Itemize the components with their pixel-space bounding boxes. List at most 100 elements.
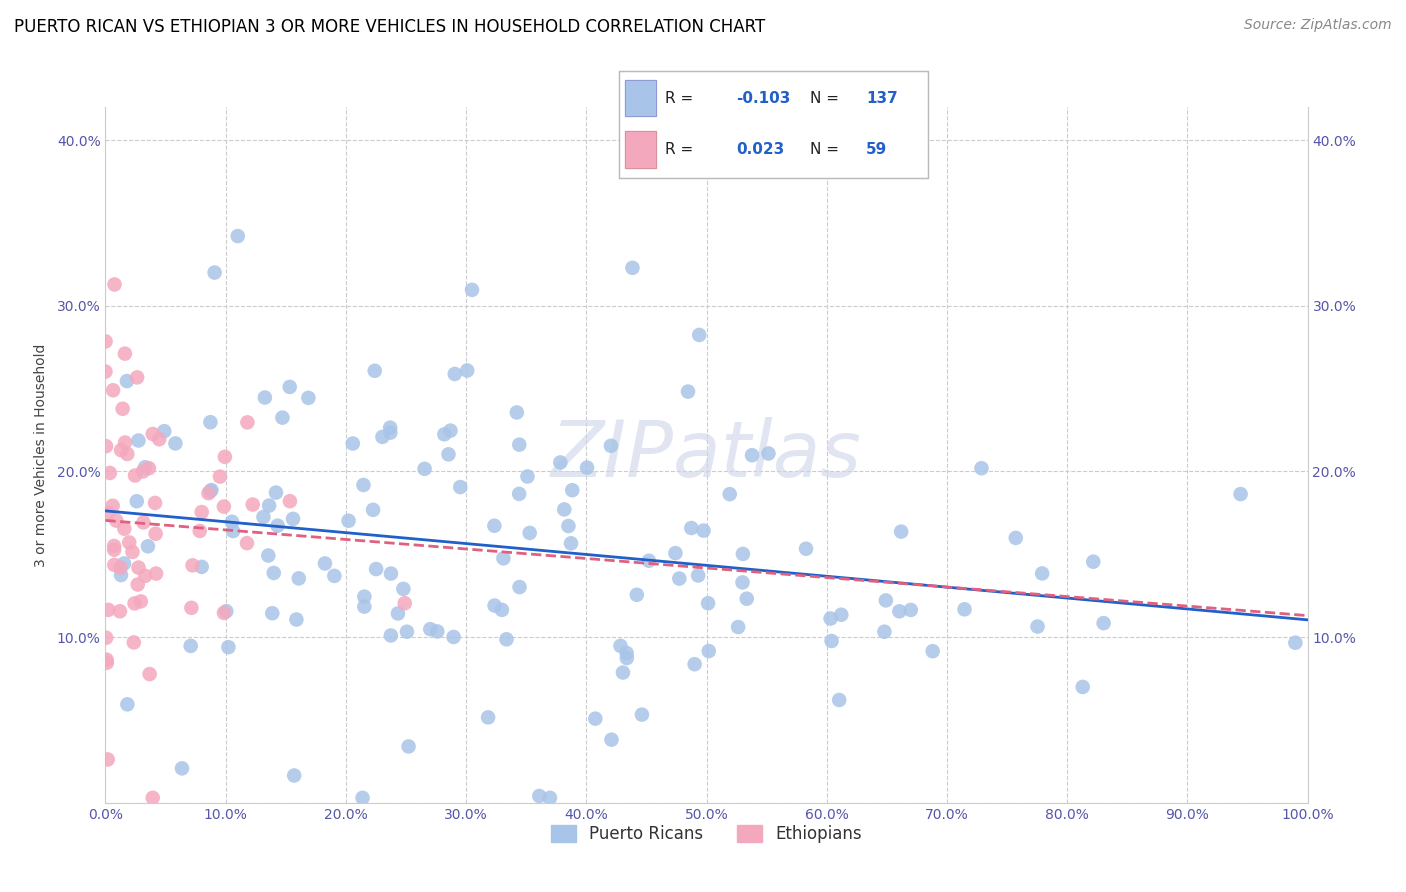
Point: [110, 568, 132, 582]
Point: [145, 566, 167, 581]
Point: [342, 436, 364, 450]
Point: [380, 420, 402, 434]
Point: [561, 483, 583, 498]
Point: [380, 628, 402, 642]
Point: [600, 439, 623, 453]
Point: [361, 503, 384, 517]
Text: N =: N =: [810, 142, 839, 157]
Point: [114, 435, 136, 450]
Point: [287, 571, 309, 585]
Point: [529, 789, 551, 803]
Point: [553, 502, 575, 516]
Point: [664, 546, 686, 560]
Point: [731, 547, 754, 561]
Point: [200, 483, 222, 497]
Point: [683, 657, 706, 672]
Point: [794, 541, 817, 556]
Point: [180, 639, 202, 653]
Point: [242, 498, 264, 512]
Point: [697, 644, 720, 658]
Point: [692, 524, 714, 538]
Point: [108, 604, 131, 618]
Point: [236, 536, 259, 550]
Point: [600, 732, 623, 747]
Point: [96, 631, 118, 645]
Point: [395, 624, 418, 639]
Point: [337, 514, 360, 528]
Point: [380, 425, 402, 440]
Point: [214, 450, 236, 464]
Point: [550, 455, 572, 469]
Point: [112, 557, 135, 571]
Point: [97, 506, 120, 520]
Point: [200, 415, 222, 429]
Point: [138, 667, 160, 681]
Point: [124, 468, 146, 483]
FancyBboxPatch shape: [624, 131, 655, 168]
Point: [681, 521, 703, 535]
Point: [371, 430, 394, 444]
Point: [1229, 487, 1251, 501]
Point: [122, 635, 145, 649]
Point: [127, 370, 149, 384]
Point: [212, 606, 235, 620]
Text: -0.103: -0.103: [737, 91, 790, 105]
Point: [353, 590, 375, 604]
Point: [94, 439, 117, 453]
Text: ZIPatlas: ZIPatlas: [551, 417, 862, 493]
Point: [105, 514, 128, 528]
Point: [953, 602, 976, 616]
Point: [830, 607, 852, 622]
Point: [127, 434, 149, 448]
Point: [134, 460, 156, 475]
Text: 0.023: 0.023: [737, 142, 785, 157]
Point: [281, 512, 304, 526]
Point: [443, 367, 465, 381]
Point: [484, 599, 506, 613]
Point: [616, 646, 638, 660]
Point: [828, 693, 851, 707]
Point: [112, 522, 135, 536]
Point: [484, 518, 506, 533]
Legend: Puerto Ricans, Ethiopians: Puerto Ricans, Ethiopians: [544, 819, 869, 850]
Point: [314, 557, 336, 571]
Point: [477, 710, 499, 724]
Point: [495, 632, 517, 647]
Point: [419, 622, 441, 636]
Point: [136, 539, 159, 553]
Point: [252, 510, 274, 524]
Point: [127, 577, 149, 591]
Point: [889, 604, 911, 618]
Point: [222, 524, 245, 538]
Point: [212, 500, 235, 514]
Point: [103, 542, 125, 557]
Point: [226, 229, 249, 244]
Point: [103, 539, 125, 553]
Point: [508, 487, 530, 501]
Point: [148, 432, 170, 446]
Point: [257, 499, 280, 513]
FancyBboxPatch shape: [624, 80, 655, 116]
Point: [278, 494, 301, 508]
Point: [257, 549, 280, 563]
Point: [266, 518, 288, 533]
Text: PUERTO RICAN VS ETHIOPIAN 3 OR MORE VEHICLES IN HOUSEHOLD CORRELATION CHART: PUERTO RICAN VS ETHIOPIAN 3 OR MORE VEHI…: [14, 18, 765, 36]
Point: [616, 651, 638, 665]
Point: [263, 566, 285, 580]
Point: [380, 566, 402, 581]
Point: [103, 277, 125, 292]
Text: R =: R =: [665, 91, 693, 105]
Point: [741, 448, 763, 462]
Point: [121, 545, 143, 559]
Point: [631, 707, 654, 722]
Point: [638, 554, 661, 568]
Point: [124, 596, 146, 610]
Point: [538, 790, 561, 805]
Point: [132, 465, 155, 479]
Point: [626, 588, 648, 602]
Text: Source: ZipAtlas.com: Source: ZipAtlas.com: [1244, 18, 1392, 32]
Point: [142, 790, 165, 805]
Point: [118, 535, 141, 549]
Point: [688, 568, 710, 582]
Point: [413, 462, 436, 476]
